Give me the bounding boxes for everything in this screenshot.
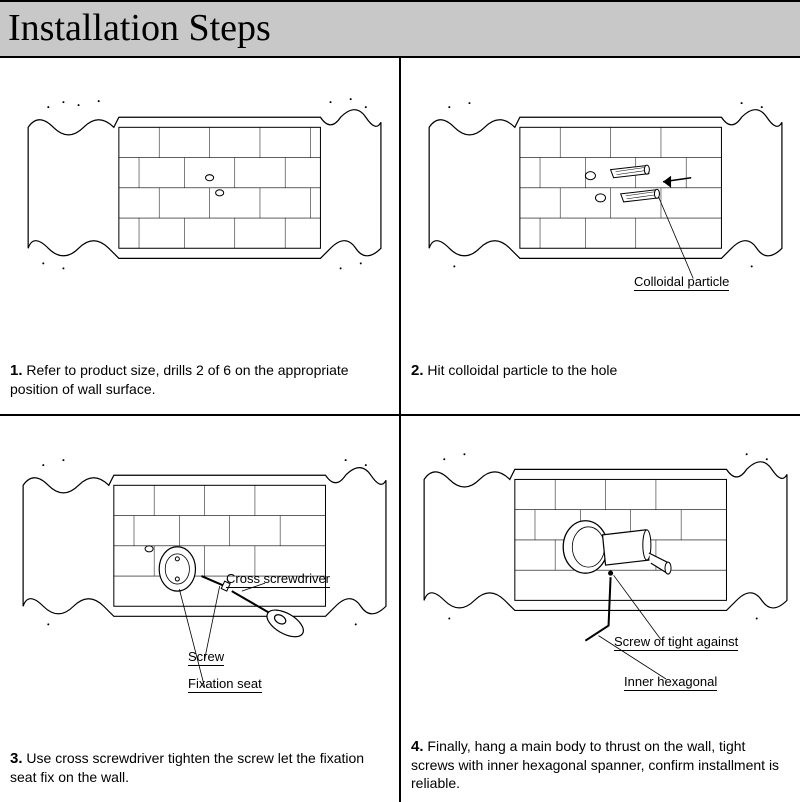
label-colloidal-particle: Colloidal particle <box>634 274 729 291</box>
step-4-cell: Screw of tight against Inner hexagonal 4… <box>400 415 800 802</box>
step-3-diagram: Cross screwdriver Screw Fixation seat <box>8 424 391 738</box>
page-title: Installation Steps <box>8 6 792 50</box>
step-3-number: 3. <box>10 750 23 767</box>
label-screw-tight-against-text: Screw of tight against <box>614 634 738 651</box>
step-3-text: Use cross screwdriver tighten the screw … <box>10 750 364 785</box>
step-3-caption: 3. Use cross screwdriver tighten the scr… <box>0 746 399 802</box>
label-fixation-seat: Fixation seat <box>188 676 262 693</box>
step-1-text: Refer to product size, drills 2 of 6 on … <box>10 362 349 397</box>
step-4-diagram: Screw of tight against Inner hexagonal <box>409 424 792 726</box>
label-screw-text: Screw <box>188 649 224 666</box>
label-inner-hexagonal-text: Inner hexagonal <box>624 674 717 691</box>
step-4-number: 4. <box>411 738 424 755</box>
step-2-cell: Colloidal particle 2. Hit colloidal part… <box>400 58 800 415</box>
step-2-diagram: Colloidal particle <box>409 66 792 350</box>
step-2-caption: 2. Hit colloidal particle to the hole <box>401 358 800 414</box>
label-colloidal-particle-text: Colloidal particle <box>634 274 729 291</box>
step-4-text: Finally, hang a main body to thrust on t… <box>411 738 779 790</box>
label-screw-tight-against: Screw of tight against <box>614 634 738 651</box>
step-1-cell: 1. Refer to product size, drills 2 of 6 … <box>0 58 400 415</box>
step-2-number: 2. <box>411 362 424 379</box>
label-screw: Screw <box>188 649 224 666</box>
step-4-caption: 4. Finally, hang a main body to thrust o… <box>401 734 800 802</box>
step-1-caption: 1. Refer to product size, drills 2 of 6 … <box>0 358 399 414</box>
label-inner-hexagonal: Inner hexagonal <box>624 674 717 691</box>
step-3-cell: Cross screwdriver Screw Fixation seat 3.… <box>0 415 400 802</box>
step-1-diagram <box>8 66 391 350</box>
label-fixation-seat-text: Fixation seat <box>188 676 262 693</box>
step-2-text: Hit colloidal particle to the hole <box>427 362 617 378</box>
header: Installation Steps <box>0 0 800 58</box>
steps-grid: 1. Refer to product size, drills 2 of 6 … <box>0 58 800 802</box>
step-1-number: 1. <box>10 362 23 379</box>
label-cross-screwdriver-text: Cross screwdriver <box>226 571 330 588</box>
label-cross-screwdriver: Cross screwdriver <box>226 571 330 588</box>
